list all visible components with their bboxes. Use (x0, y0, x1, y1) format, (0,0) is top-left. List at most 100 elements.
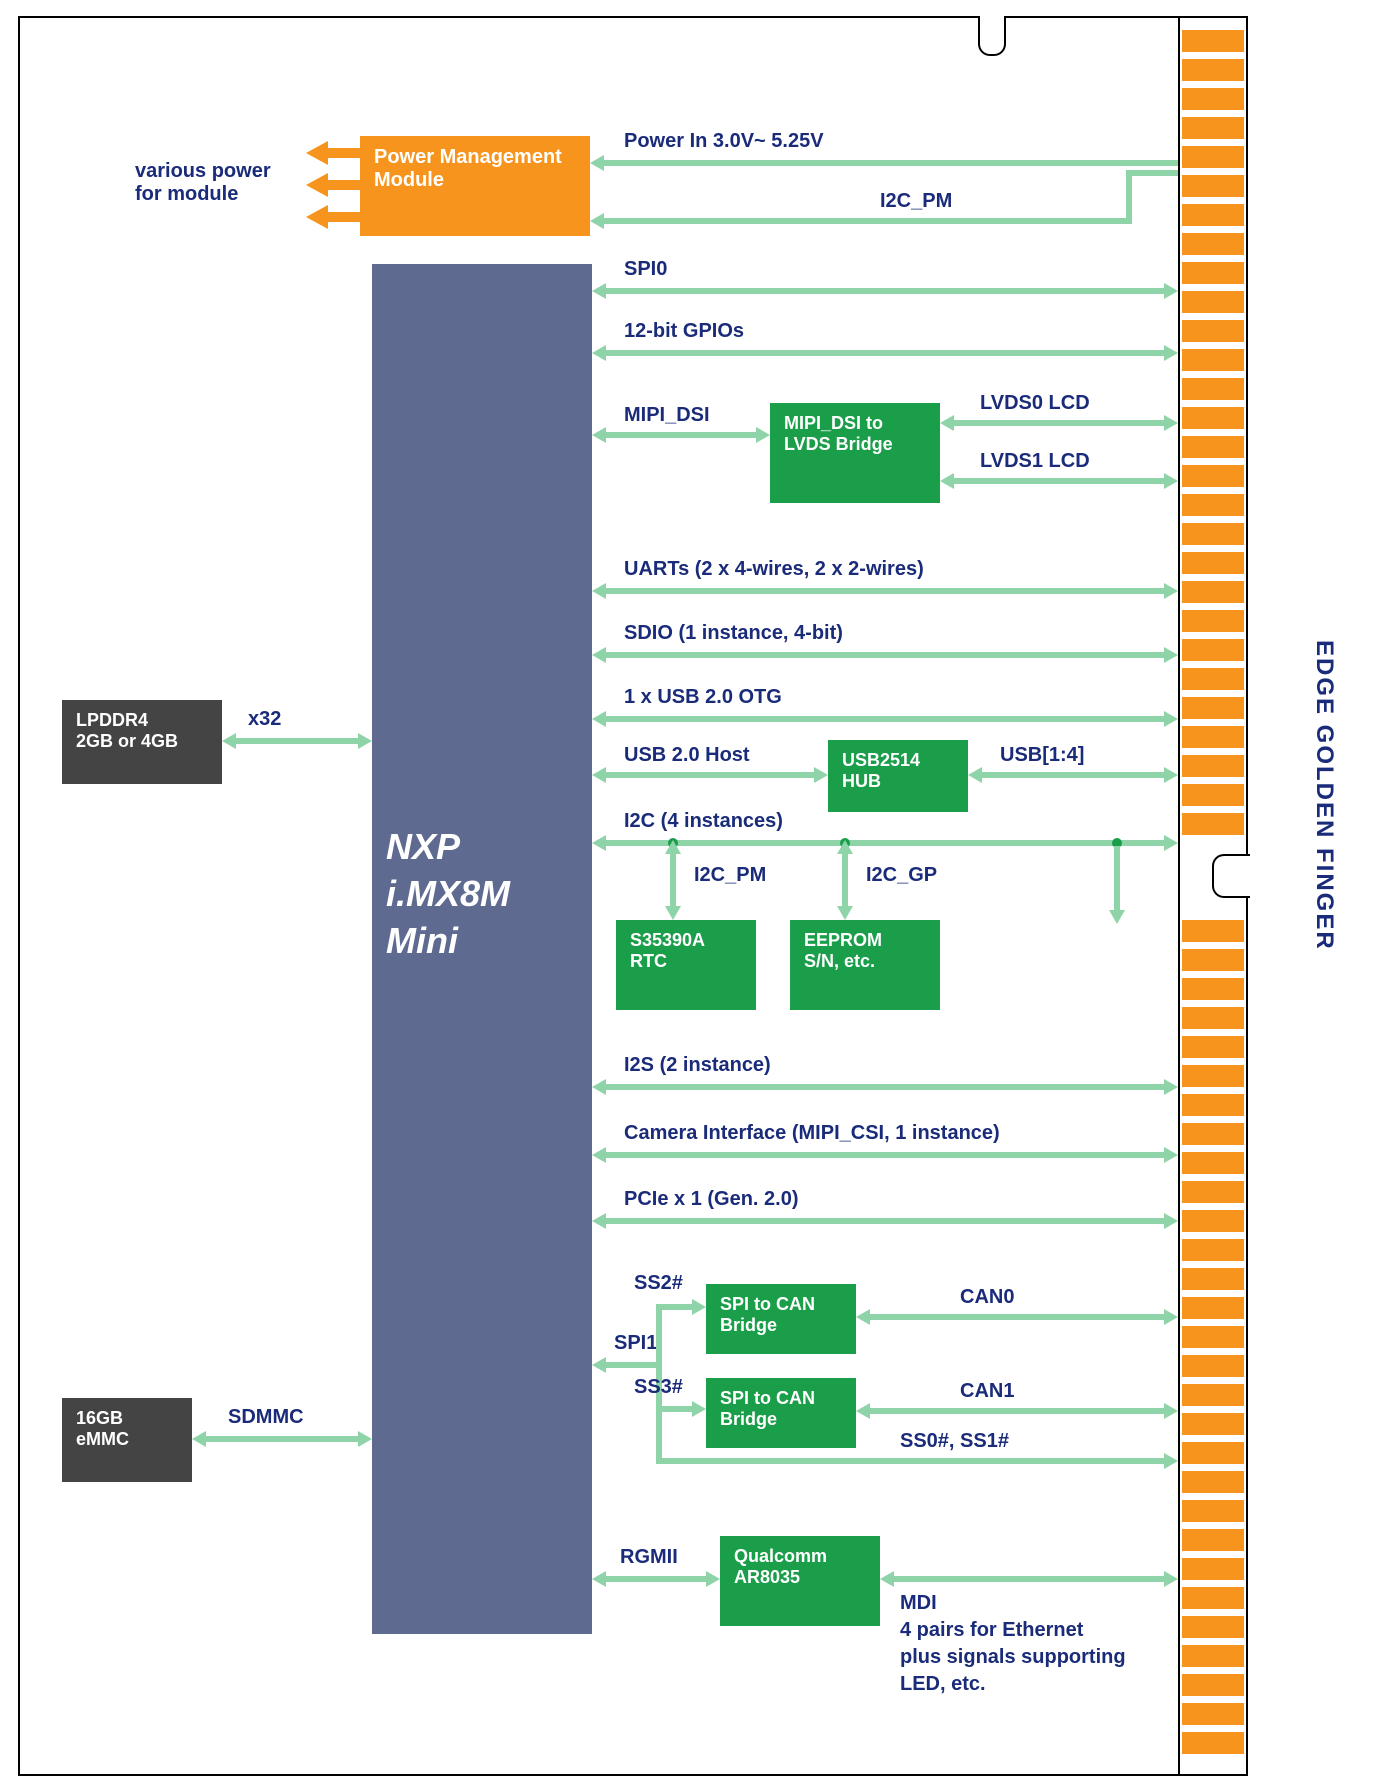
usbotg-label: 1 x USB 2.0 OTG (624, 686, 782, 709)
rtc-block: S35390A RTC (616, 920, 756, 1010)
x32-ar (358, 733, 372, 749)
lvds1-label: LVDS1 LCD (980, 450, 1090, 473)
golden-finger (1182, 1442, 1244, 1464)
golden-finger (1182, 1326, 1244, 1348)
golden-finger (1182, 1674, 1244, 1696)
golden-finger (1182, 1094, 1244, 1116)
top-notch (978, 16, 1006, 56)
usb14-al (968, 767, 982, 783)
various-power-label: various power for module (135, 160, 271, 206)
i2s-line (606, 1084, 1166, 1090)
powerin-label: Power In 3.0V~ 5.25V (624, 130, 824, 153)
spi1-al (592, 1357, 606, 1373)
lvds1-ar (1164, 473, 1178, 489)
can0-ar (1164, 1309, 1178, 1325)
golden-finger (1182, 1181, 1244, 1203)
i2cpm-label: I2C_PM (694, 864, 766, 887)
ss01-ar (1164, 1453, 1178, 1469)
cpu-block: NXP i.MX8M Mini (372, 264, 592, 1634)
inner-right-line (1178, 16, 1180, 1776)
i2cgp-label: I2C_GP (866, 864, 937, 887)
golden-finger (1182, 813, 1244, 835)
usb-hub-block: USB2514 HUB (828, 740, 968, 812)
i2s-al (592, 1079, 606, 1095)
mipidsi-label: MIPI_DSI (624, 404, 710, 427)
i2cpm-top-al (590, 213, 604, 229)
ss3-label: SS3# (634, 1376, 683, 1399)
diagram-canvas: EDGE GOLDEN FINGER Power Management Modu… (0, 0, 1399, 1788)
pcie-ar (1164, 1213, 1178, 1229)
can0-block: SPI to CAN Bridge (706, 1284, 856, 1354)
usbotg-ar (1164, 711, 1178, 727)
powerin-al (590, 155, 604, 171)
lvds-bridge-text: MIPI_DSI to LVDS Bridge (784, 413, 926, 455)
i2cpm-ad (665, 906, 681, 920)
x32-label: x32 (248, 708, 281, 731)
mdi-line (894, 1576, 1166, 1582)
golden-finger (1182, 639, 1244, 661)
golden-finger (1182, 581, 1244, 603)
golden-finger (1182, 1732, 1244, 1754)
golden-finger (1182, 1239, 1244, 1261)
golden-finger (1182, 204, 1244, 226)
lvds0-line (954, 420, 1166, 426)
rtc-text: S35390A RTC (630, 930, 705, 972)
usbhost-al (592, 767, 606, 783)
golden-finger (1182, 668, 1244, 690)
golden-finger (1182, 610, 1244, 632)
x32-line (234, 738, 360, 744)
eeprom-text: EEPROM S/N, etc. (804, 930, 882, 972)
golden-finger (1182, 1297, 1244, 1319)
usbhost-label: USB 2.0 Host (624, 744, 750, 767)
lvds1-al (940, 473, 954, 489)
pcie-line (606, 1218, 1166, 1224)
i2s-label: I2S (2 instance) (624, 1054, 771, 1077)
usb14-ar (1164, 767, 1178, 783)
golden-finger (1182, 1007, 1244, 1029)
golden-finger (1182, 436, 1244, 458)
golden-finger (1182, 552, 1244, 574)
golden-finger (1182, 784, 1244, 806)
can1-al (856, 1403, 870, 1419)
lvds0-label: LVDS0 LCD (980, 392, 1090, 415)
pmm-arrow-stem-2 (326, 180, 360, 190)
sdmmc-al (192, 1431, 206, 1447)
golden-finger (1182, 1587, 1244, 1609)
i2c4-ar (1164, 835, 1178, 851)
golden-finger (1182, 117, 1244, 139)
can1-text: SPI to CAN Bridge (720, 1388, 815, 1430)
ss3-line (662, 1406, 694, 1412)
i2c4-label: I2C (4 instances) (624, 810, 783, 833)
gpio-ar (1164, 345, 1178, 361)
golden-finger (1182, 1123, 1244, 1145)
golden-finger (1182, 1413, 1244, 1435)
golden-finger (1182, 320, 1244, 342)
golden-finger (1182, 378, 1244, 400)
can1-ar (1164, 1403, 1178, 1419)
usbotg-line (606, 716, 1166, 722)
usbhost-line (606, 772, 816, 778)
golden-finger (1182, 59, 1244, 81)
golden-finger (1182, 1558, 1244, 1580)
golden-finger (1182, 1529, 1244, 1551)
spi0-label: SPI0 (624, 258, 667, 281)
uart-label: UARTs (2 x 4-wires, 2 x 2-wires) (624, 558, 924, 581)
emmc-text: 16GB eMMC (76, 1408, 129, 1450)
phy-block: Qualcomm AR8035 (720, 1536, 880, 1626)
can0-line (870, 1314, 1166, 1320)
lvds-bridge-block: MIPI_DSI to LVDS Bridge (770, 403, 940, 503)
i2cgp-ad (837, 906, 853, 920)
can0-al (856, 1309, 870, 1325)
golden-finger (1182, 523, 1244, 545)
sdio-label: SDIO (1 instance, 4-bit) (624, 622, 843, 645)
x32-al (222, 733, 236, 749)
golden-finger (1182, 1152, 1244, 1174)
golden-finger (1182, 1210, 1244, 1232)
eeprom-block: EEPROM S/N, etc. (790, 920, 940, 1010)
rgmii-line (606, 1576, 708, 1582)
i2cpm-v (670, 852, 676, 908)
i2c4-line (606, 840, 1166, 846)
pmm-block: Power Management Module (360, 136, 590, 236)
i2s-ar (1164, 1079, 1178, 1095)
i2c4-al (592, 835, 606, 851)
